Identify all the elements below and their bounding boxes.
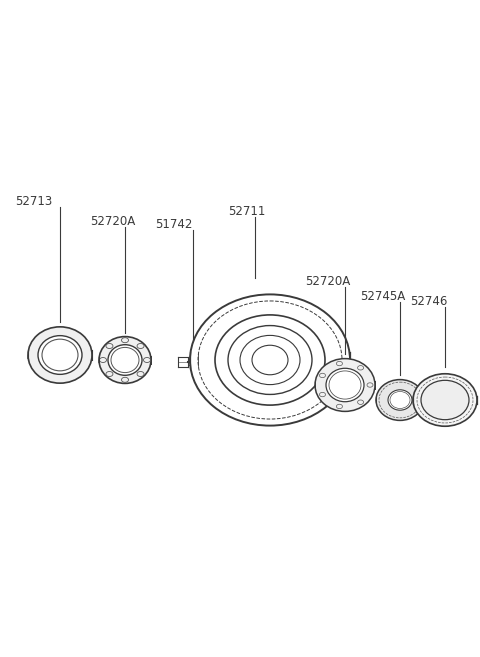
Text: 52713: 52713 [15, 195, 52, 208]
Ellipse shape [421, 380, 469, 420]
Text: 52711: 52711 [228, 205, 265, 218]
Ellipse shape [28, 327, 92, 383]
Ellipse shape [190, 294, 350, 426]
Ellipse shape [413, 374, 477, 426]
Text: 52745A: 52745A [360, 290, 405, 303]
Text: 52746: 52746 [410, 295, 447, 308]
Ellipse shape [315, 359, 375, 411]
Text: 52720A: 52720A [305, 275, 350, 288]
Ellipse shape [108, 345, 142, 375]
Text: 51742: 51742 [155, 218, 192, 231]
Ellipse shape [376, 380, 424, 420]
Ellipse shape [326, 369, 364, 401]
Ellipse shape [215, 315, 325, 405]
Text: 52720A: 52720A [90, 215, 135, 228]
Ellipse shape [38, 336, 82, 374]
Ellipse shape [388, 390, 412, 410]
Ellipse shape [228, 326, 312, 394]
Ellipse shape [99, 336, 151, 384]
